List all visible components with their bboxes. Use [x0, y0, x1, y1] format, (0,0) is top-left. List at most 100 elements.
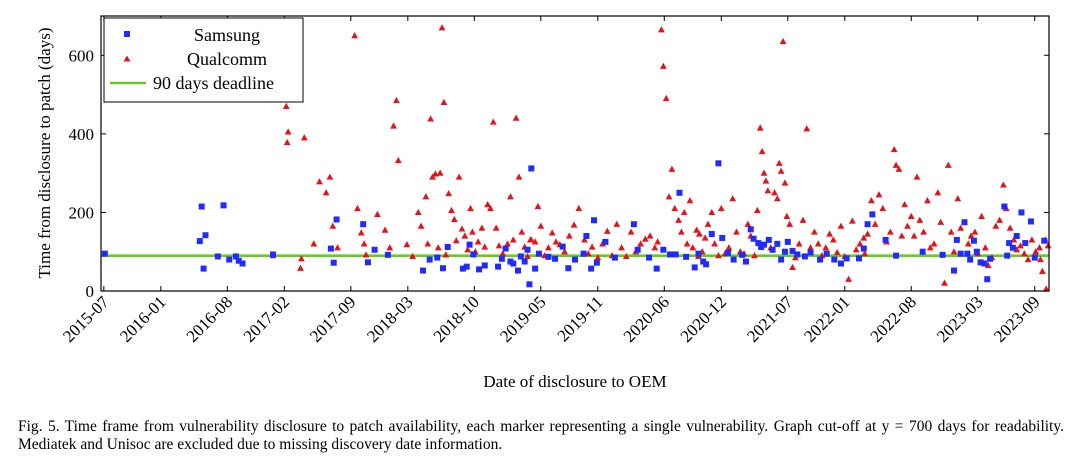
samsung-point	[1018, 209, 1025, 216]
samsung-point	[964, 250, 971, 257]
qualcomm-point	[458, 225, 466, 232]
qualcomm-point	[708, 208, 716, 216]
qualcomm-point	[848, 217, 856, 224]
qualcomm-point	[926, 244, 934, 251]
samsung-point	[794, 251, 801, 258]
samsung-point	[466, 241, 473, 248]
samsung-point	[524, 246, 531, 253]
legend-samsung-marker	[124, 31, 130, 37]
samsung-point	[330, 259, 337, 266]
qualcomm-point	[751, 252, 758, 259]
y-tick-label: 600	[69, 46, 95, 65]
qualcomm-point	[861, 250, 869, 257]
qualcomm-point	[518, 228, 526, 235]
qualcomm-point	[429, 173, 436, 180]
qualcomm-point	[1036, 244, 1043, 251]
qualcomm-point	[326, 173, 334, 180]
qualcomm-point	[701, 234, 709, 241]
qualcomm-point	[753, 206, 761, 214]
qualcomm-point	[662, 94, 670, 102]
qualcomm-point	[860, 234, 868, 241]
qualcomm-point	[920, 228, 928, 235]
qualcomm-point	[431, 170, 439, 177]
samsung-point	[864, 221, 871, 228]
y-tick-label: 0	[86, 282, 95, 301]
x-tick-label: 2022-01	[800, 292, 854, 346]
samsung-point	[774, 240, 781, 247]
samsung-point	[510, 260, 517, 267]
samsung-point	[535, 250, 542, 257]
qualcomm-point	[803, 125, 811, 132]
samsung-point	[769, 246, 776, 253]
qualcomm-point	[764, 187, 772, 194]
qualcomm-point	[512, 114, 520, 121]
samsung-point	[724, 249, 731, 256]
qualcomm-point	[334, 244, 341, 251]
qualcomm-point	[507, 193, 514, 200]
samsung-point	[703, 261, 710, 268]
samsung-point	[823, 250, 830, 257]
qualcomm-point	[871, 220, 879, 227]
x-tick-label: 2020-12	[677, 292, 731, 346]
qualcomm-point	[696, 230, 703, 237]
qualcomm-point	[1010, 236, 1018, 243]
qualcomm-point	[1020, 250, 1028, 257]
qualcomm-point	[947, 228, 955, 235]
qualcomm-point	[403, 241, 411, 248]
samsung-point	[1004, 252, 1011, 259]
samsung-point	[973, 248, 980, 255]
qualcomm-point	[967, 232, 975, 239]
qualcomm-point	[646, 232, 654, 239]
plot-frame	[100, 15, 1050, 292]
qualcomm-point	[561, 248, 568, 255]
samsung-point	[730, 256, 737, 263]
y-axis-title: Time from disclosure to patch (days)	[35, 27, 54, 278]
qualcomm-point	[618, 244, 625, 251]
samsung-point	[781, 248, 788, 255]
samsung-point	[434, 254, 441, 261]
qualcomm-point	[783, 212, 791, 219]
qualcomm-point	[445, 189, 453, 197]
qualcomm-point	[427, 115, 435, 122]
qualcomm-point	[901, 200, 909, 208]
samsung-point	[572, 256, 578, 263]
qualcomm-point	[637, 240, 644, 247]
samsung-point	[371, 246, 378, 253]
qualcomm-point	[487, 204, 494, 212]
qualcomm-point	[930, 240, 938, 247]
qualcomm-point	[436, 169, 444, 176]
qualcomm-point	[1000, 181, 1007, 188]
samsung-point	[739, 251, 746, 258]
qualcomm-point	[329, 222, 337, 229]
samsung-point	[765, 236, 772, 243]
samsung-point	[860, 245, 867, 252]
samsung-point	[1031, 254, 1038, 261]
qualcomm-point	[495, 242, 503, 249]
qualcomm-point	[584, 250, 592, 257]
chart-legend: Samsung Qualcomm 90 days deadline	[103, 17, 304, 103]
samsung-point	[742, 258, 749, 265]
qualcomm-point	[950, 248, 958, 255]
qualcomm-point	[686, 197, 694, 204]
samsung-point	[755, 240, 762, 247]
qualcomm-point	[417, 222, 425, 229]
qualcomm-point	[504, 240, 511, 247]
qualcomm-point	[545, 244, 552, 251]
qualcomm-point	[464, 246, 472, 253]
qualcomm-point	[680, 208, 688, 216]
qualcomm-point	[284, 128, 292, 135]
qualcomm-point	[1024, 255, 1032, 263]
qualcomm-point	[777, 167, 785, 174]
qualcomm-point	[455, 173, 463, 180]
qualcomm-point	[760, 169, 768, 176]
qualcomm-point	[934, 189, 942, 196]
qualcomm-point	[864, 230, 871, 237]
qualcomm-point	[622, 252, 630, 260]
qualcomm-point	[826, 230, 833, 237]
qualcomm-point	[773, 195, 781, 202]
qualcomm-point	[807, 244, 814, 251]
samsung-point	[593, 259, 600, 266]
qualcomm-point	[322, 189, 330, 196]
qualcomm-point	[357, 229, 365, 236]
qualcomm-point	[351, 32, 359, 39]
